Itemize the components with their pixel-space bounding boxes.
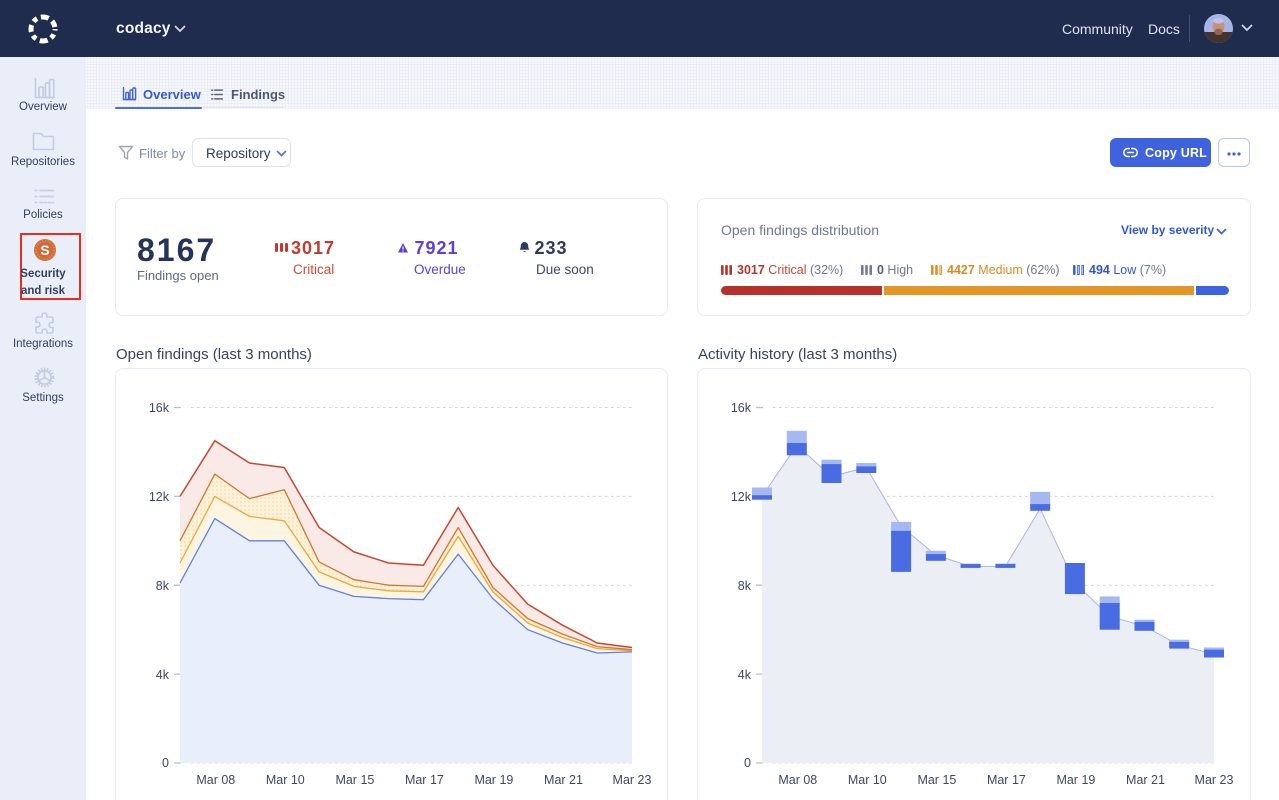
svg-text:Mar 08: Mar 08: [778, 773, 817, 787]
svg-text:Mar 23: Mar 23: [1195, 773, 1234, 787]
svg-text:Mar 15: Mar 15: [335, 773, 374, 787]
svg-text:Mar 17: Mar 17: [987, 773, 1026, 787]
svg-text:0: 0: [162, 756, 169, 770]
svg-text:Mar 10: Mar 10: [848, 773, 887, 787]
svg-text:8k: 8k: [156, 579, 170, 593]
svg-text:16k: 16k: [731, 401, 752, 415]
svg-text:Mar 10: Mar 10: [266, 773, 305, 787]
svg-text:8k: 8k: [738, 579, 752, 593]
svg-text:12k: 12k: [149, 490, 170, 504]
svg-text:Mar 19: Mar 19: [1056, 773, 1095, 787]
svg-text:4k: 4k: [738, 668, 752, 682]
svg-text:Mar 15: Mar 15: [917, 773, 956, 787]
svg-text:0: 0: [744, 756, 751, 770]
svg-text:4k: 4k: [156, 668, 170, 682]
svg-text:Mar 23: Mar 23: [613, 773, 652, 787]
svg-text:Mar 08: Mar 08: [196, 773, 235, 787]
svg-text:16k: 16k: [149, 401, 170, 415]
svg-text:Mar 21: Mar 21: [544, 773, 583, 787]
svg-text:Mar 17: Mar 17: [405, 773, 444, 787]
svg-text:12k: 12k: [731, 490, 752, 504]
svg-text:Mar 21: Mar 21: [1126, 773, 1165, 787]
svg-text:Mar 19: Mar 19: [474, 773, 513, 787]
svg-text:S: S: [40, 242, 49, 258]
